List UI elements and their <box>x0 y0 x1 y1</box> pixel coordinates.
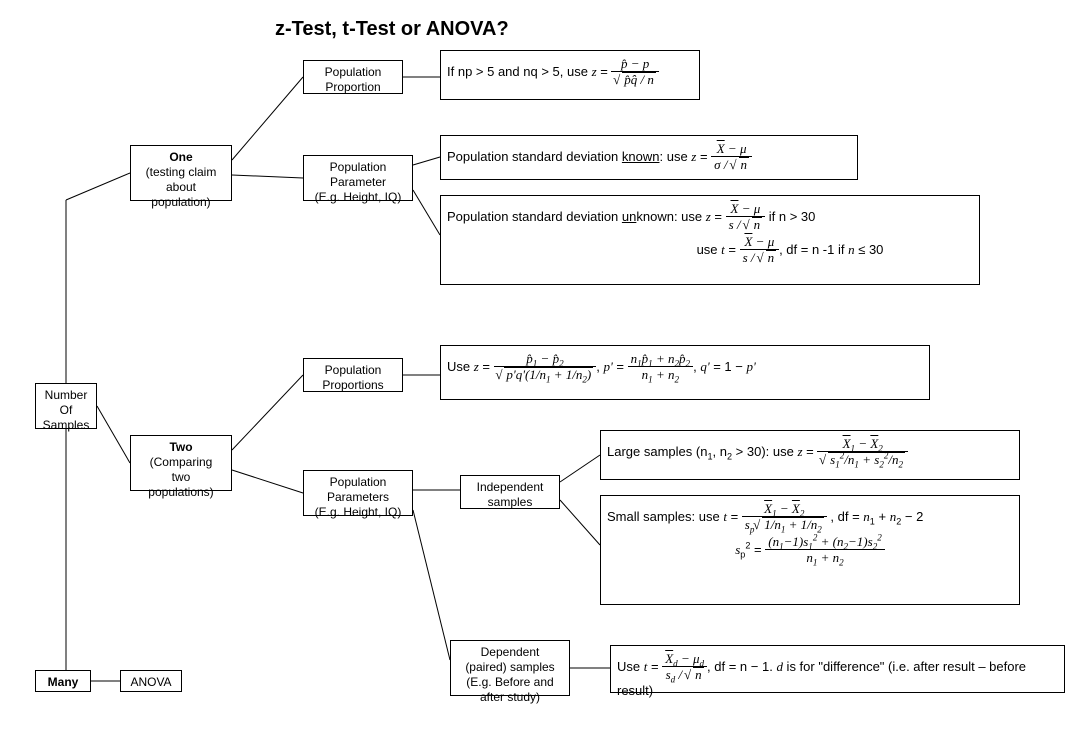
node-many: Many <box>35 670 91 692</box>
node-population-parameter-one: PopulationParameter(E.g. Height, IQ) <box>303 155 413 201</box>
node-two: Two(Comparingtwopopulations) <box>130 435 232 491</box>
formula-independent-large: Large samples (n1, n2 > 30): use z = X1 … <box>600 430 1020 480</box>
formula-one-proportion: If np > 5 and nq > 5, use z = p̂ − pp̂q̂… <box>440 50 700 100</box>
node-independent-samples: Independentsamples <box>460 475 560 509</box>
node-dependent-samples: Dependent(paired) samples(E.g. Before an… <box>450 640 570 696</box>
node-number-of-samples: NumberOfSamples <box>35 383 97 429</box>
formula-sigma-unknown: Population standard deviation unknown: u… <box>440 195 980 285</box>
node-population-proportions-two: PopulationProportions <box>303 358 403 392</box>
node-population-proportion-one: PopulationProportion <box>303 60 403 94</box>
node-population-parameters-two: PopulationParameters(E.g. Height, IQ) <box>303 470 413 516</box>
node-anova: ANOVA <box>120 670 182 692</box>
node-one: One(testing claimaboutpopulation) <box>130 145 232 201</box>
formula-two-proportions: Use z = p̂1 − p̂2p'q'(1/n1 + 1/n2), p' =… <box>440 345 930 400</box>
diagram-title: z-Test, t-Test or ANOVA? <box>275 18 509 41</box>
formula-independent-small: Small samples: use t = X1 − X2sp1/n1 + 1… <box>600 495 1020 605</box>
flowchart-canvas: z-Test, t-Test or ANOVA? NumberOfSamples… <box>0 0 1092 739</box>
formula-paired: Use t = Xd − μdsd / n, df = n − 1. d is … <box>610 645 1065 693</box>
formula-z-sigma-known: Population standard deviation known: use… <box>440 135 858 180</box>
